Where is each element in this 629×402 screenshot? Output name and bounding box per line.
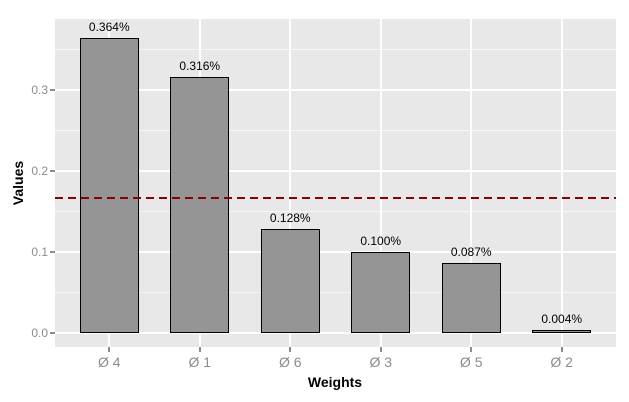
x-tick-label: Ø 2 <box>550 354 573 370</box>
x-tick-label: Ø 6 <box>278 354 302 370</box>
bar-value-label: 0.087% <box>450 244 492 259</box>
bar-value-label: 0.100% <box>360 234 402 248</box>
gridline-minor-horizontal <box>55 292 616 293</box>
bar <box>532 329 592 333</box>
gridline-major-vertical <box>379 19 382 347</box>
gridline-major-horizontal <box>55 332 616 334</box>
x-tick-mark <box>379 347 382 352</box>
y-tick-mark <box>50 89 55 91</box>
x-tick-mark <box>470 347 473 352</box>
y-tick-mark <box>50 332 55 334</box>
gridline-minor-horizontal <box>55 211 616 212</box>
gridline-major-horizontal <box>55 251 616 253</box>
y-tick-mark <box>50 251 55 253</box>
x-tick-mark <box>198 347 201 352</box>
x-tick-mark <box>560 347 563 352</box>
gridline-minor-horizontal <box>55 49 616 50</box>
bar-value-label: 0.004% <box>541 311 583 326</box>
bar-value-label: 0.364% <box>88 20 130 35</box>
y-tick-label: 0.3 <box>31 83 48 97</box>
plot-panel: 0.364% 0.316% 0.128% 0.100% 0.087% 0.004% <box>55 19 616 347</box>
gridline-major-vertical <box>289 19 292 347</box>
x-axis-title: Weights <box>307 374 363 390</box>
y-tick-mark <box>50 170 55 172</box>
bar <box>351 252 411 333</box>
bar-value-label: 0.128% <box>269 211 311 226</box>
gridline-minor-horizontal <box>55 130 616 131</box>
y-tick-label: 0.0 <box>31 326 48 340</box>
bar <box>79 38 139 333</box>
bar <box>441 262 501 333</box>
x-tick-label: Ø 5 <box>459 354 483 370</box>
bar <box>170 77 230 333</box>
x-tick-mark <box>108 347 111 352</box>
x-tick-label: Ø 3 <box>369 354 393 370</box>
x-tick-label: Ø 1 <box>188 354 212 370</box>
gridline-major-vertical <box>470 19 473 347</box>
bar <box>260 229 320 333</box>
mean-reference-line <box>55 197 616 200</box>
y-tick-label: 0.1 <box>31 245 48 259</box>
gridline-major-vertical <box>560 19 563 347</box>
gridline-major-horizontal <box>55 170 616 172</box>
x-tick-mark <box>289 347 292 352</box>
bar-value-label: 0.316% <box>179 59 221 74</box>
x-tick-label: Ø 4 <box>97 354 121 370</box>
gridline-major-horizontal <box>55 89 616 91</box>
y-tick-label: 0.2 <box>31 164 48 178</box>
